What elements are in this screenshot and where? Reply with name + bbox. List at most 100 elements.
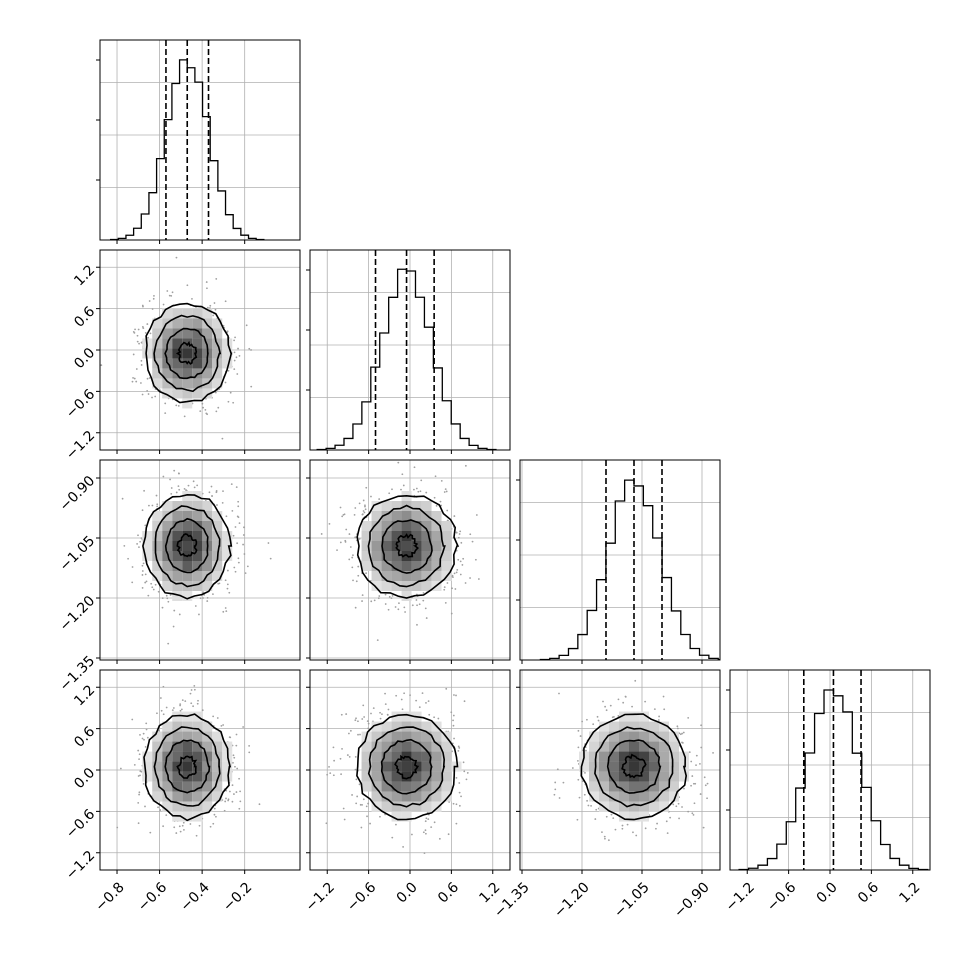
density-cell	[669, 791, 679, 802]
density-cell	[172, 721, 183, 732]
scatter-point	[157, 590, 160, 593]
density-cell	[361, 761, 372, 772]
scatter-point	[345, 713, 348, 715]
density-cell	[441, 741, 452, 752]
scatter-point	[372, 707, 375, 710]
density-cell	[431, 781, 442, 792]
scatter-point	[214, 391, 217, 394]
scatter-point	[222, 490, 224, 493]
scatter-point	[154, 583, 157, 586]
scatter-point	[477, 578, 480, 580]
scatter-point	[146, 323, 149, 325]
scatter-point	[214, 308, 217, 311]
scatter-point	[425, 617, 428, 619]
x-tick-label: −1.05	[611, 879, 653, 921]
scatter-point	[663, 708, 666, 711]
scatter-point	[455, 777, 458, 779]
x-tick-label: −0.4	[178, 879, 213, 914]
density-cell	[669, 751, 679, 762]
scatter-point	[691, 775, 694, 777]
scatter-point	[695, 764, 697, 767]
scatter-point	[413, 488, 415, 491]
density-cell	[441, 561, 452, 571]
density-cell	[162, 541, 173, 551]
scatter-point	[404, 611, 406, 613]
scatter-point	[602, 700, 604, 703]
density-cell	[371, 511, 382, 521]
scatter-point	[198, 613, 200, 616]
density-cell	[371, 721, 382, 732]
scatter-point	[604, 837, 606, 840]
density-cell	[192, 561, 203, 571]
scatter-point	[178, 825, 181, 828]
scatter-point	[339, 541, 342, 544]
scatter-point	[358, 783, 361, 786]
density-cell	[401, 571, 412, 581]
scatter-point	[401, 708, 404, 711]
density-cell	[192, 328, 203, 339]
density-cell	[599, 771, 609, 782]
scatter-point	[166, 290, 169, 292]
density-cell	[609, 751, 619, 762]
density-cell	[619, 711, 629, 722]
scatter-point	[167, 642, 170, 645]
density-cell	[172, 338, 183, 349]
contour-level-3	[395, 533, 419, 558]
scatter-point	[192, 705, 195, 708]
scatter-point	[453, 515, 456, 517]
scatter-point	[365, 486, 368, 489]
scatter-point	[465, 778, 468, 781]
density-cell	[421, 541, 432, 551]
scatter-point	[144, 331, 147, 334]
scatter-point	[227, 798, 230, 801]
density-cell	[162, 721, 173, 732]
scatter-point	[424, 832, 427, 835]
scatter-point	[450, 612, 453, 615]
scatter-point	[577, 729, 580, 732]
scatter-point	[577, 778, 580, 781]
density-cell	[391, 561, 402, 571]
scatter-point	[357, 733, 359, 736]
scatter-point	[457, 745, 460, 748]
scatter-point	[212, 822, 215, 825]
density-cell	[381, 781, 392, 792]
scatter-point	[144, 524, 147, 527]
density-cell	[162, 368, 173, 379]
density-cell	[619, 771, 629, 782]
scatter-point	[155, 494, 158, 497]
scatter-point	[401, 473, 404, 476]
scatter-point	[168, 294, 171, 297]
density-cell	[421, 791, 432, 802]
density-cell	[202, 368, 213, 379]
scatter-point	[365, 805, 368, 808]
scatter-point	[351, 794, 353, 796]
scatter-point	[694, 782, 697, 785]
scatter-point	[677, 727, 679, 730]
scatter-point	[222, 610, 225, 613]
density-cell	[142, 771, 153, 782]
density-cell	[152, 761, 163, 772]
density-cell	[182, 571, 193, 581]
scatter-point	[205, 281, 208, 283]
density-cell	[212, 368, 223, 379]
scatter-point	[422, 831, 425, 834]
scatter-point	[471, 540, 474, 543]
density-cell	[391, 571, 402, 581]
density-cell	[441, 791, 452, 802]
scatter-point	[341, 747, 343, 750]
scatter-point	[162, 825, 165, 828]
scatter-point	[352, 579, 354, 582]
density-cell	[431, 741, 442, 752]
scatter-point	[394, 606, 397, 608]
scatter-point	[706, 782, 709, 785]
density-cell	[192, 358, 203, 369]
density-cell	[152, 791, 163, 802]
scatter-point	[576, 818, 579, 821]
panel-content	[310, 250, 510, 450]
scatter-point	[455, 531, 458, 534]
scatter-point	[656, 822, 658, 825]
density-cell	[381, 761, 392, 772]
scatter-point	[632, 831, 634, 834]
scatter-point	[152, 588, 155, 591]
